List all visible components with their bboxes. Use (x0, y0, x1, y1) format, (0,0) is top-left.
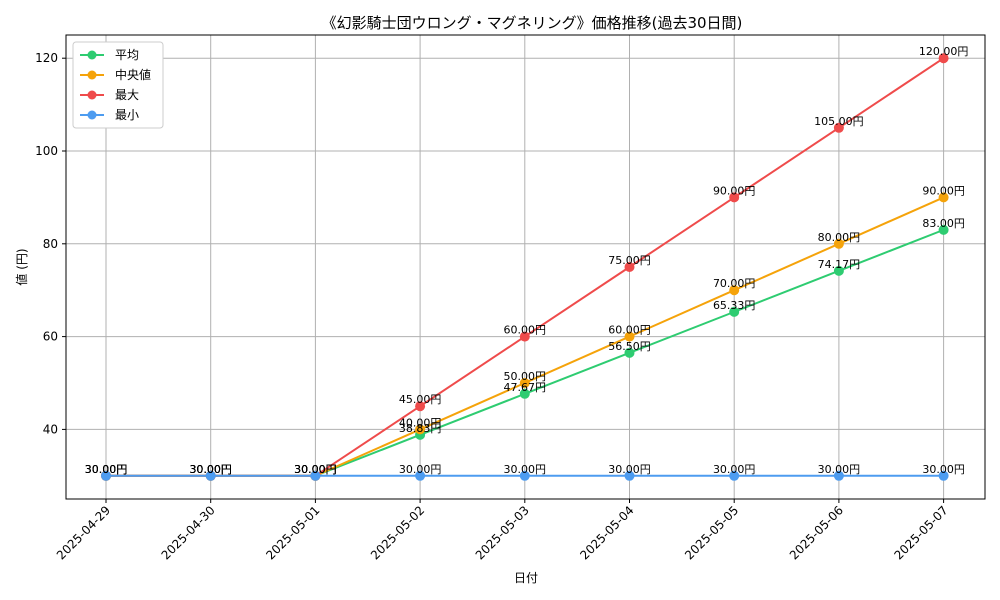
data-point (519, 331, 530, 342)
data-point (624, 331, 635, 342)
data-point (833, 265, 844, 276)
data-label: 30.00円 (85, 463, 128, 476)
data-point (624, 262, 635, 272)
data-label: 56.50円 (608, 340, 651, 353)
data-label: 30.00円 (922, 463, 965, 476)
data-point (415, 401, 426, 412)
legend-label: 中央値 (115, 67, 151, 82)
data-point (310, 470, 321, 481)
y-axis-label: 値 (円) (14, 248, 29, 285)
x-tick-label: 2025-04-29 (54, 503, 113, 562)
data-label: 70.00円 (713, 277, 756, 290)
data-point (729, 285, 740, 296)
y-tick-label: 80 (43, 237, 58, 251)
x-tick-label: 2025-05-06 (787, 503, 846, 562)
legend-marker (87, 50, 97, 60)
legend-label: 平均 (115, 48, 139, 62)
x-tick-label: 2025-05-03 (473, 503, 532, 562)
data-point (624, 470, 635, 481)
data-point (938, 192, 949, 203)
legend-marker (87, 110, 97, 120)
data-point (938, 224, 949, 235)
y-tick-label: 60 (43, 330, 58, 344)
data-label: 65.33円 (713, 299, 756, 312)
data-label: 80.00円 (818, 231, 861, 244)
data-point (519, 470, 530, 481)
data-labels: 30.00円 30.00円 30.00円 38.83円 47.67円 56.50円 65.3… (85, 45, 969, 476)
data-point (205, 470, 216, 481)
legend-label: 最小 (115, 108, 139, 122)
x-tick-label: 2025-05-01 (263, 503, 322, 562)
data-label: 60.00円 (504, 324, 547, 337)
data-label: 30.00円 (189, 463, 232, 476)
data-label: 30.00円 (294, 463, 337, 476)
data-point (833, 238, 844, 249)
data-label: 30.00円 (818, 463, 861, 476)
x-axis: 2025-04-29 2025-04-30 2025-05-01 2025-05-02… (54, 499, 951, 562)
x-tick-label: 2025-05-07 (892, 503, 951, 562)
data-point (938, 53, 949, 64)
x-tick-label: 2025-05-04 (577, 503, 636, 562)
data-label: 30.00円 (85, 463, 128, 476)
data-label: 90.00円 (713, 184, 756, 197)
legend-box (72, 41, 164, 129)
data-label: 45.00円 (399, 393, 442, 406)
data-label: 47.67円 (504, 381, 547, 394)
x-tick-label: 2025-05-05 (682, 503, 741, 562)
chart-title: 《幻影騎士団ウロング・マグネリング》価格推移(過去30日間) (322, 14, 743, 32)
data-label: 50.00円 (504, 370, 547, 383)
data-point (624, 347, 635, 358)
data-label: 30.00円 (294, 463, 337, 476)
data-label: 30.00円 (399, 463, 442, 476)
data-label: 30.00円 (189, 463, 232, 476)
data-label: 60.00円 (608, 324, 651, 337)
legend-marker (87, 70, 97, 80)
data-label: 105.00円 (814, 115, 864, 128)
data-label: 30.00円 (189, 463, 232, 476)
data-label: 30.00円 (189, 463, 232, 476)
legend-label: 最大 (115, 88, 139, 102)
data-label: 30.00円 (608, 463, 651, 476)
data-label: 30.00円 (85, 463, 128, 476)
y-tick-label: 100 (35, 144, 58, 158)
data-label: 30.00円 (294, 463, 337, 476)
data-label: 83.00円 (922, 217, 965, 230)
data-label: 90.00円 (922, 184, 965, 197)
data-point (519, 388, 530, 399)
x-tick-label: 2025-04-30 (159, 503, 218, 562)
x-axis-label: 日付 (514, 571, 538, 585)
plot-frame (65, 34, 986, 500)
series-layer (101, 53, 949, 481)
y-tick-label: 40 (43, 422, 58, 436)
data-label: 30.00円 (85, 463, 128, 476)
data-label: 30.00円 (294, 463, 337, 476)
y-tick-label: 120 (35, 51, 58, 65)
data-label: 74.17円 (818, 258, 861, 271)
data-label: 30.00円 (504, 463, 547, 476)
data-label: 30.00円 (713, 463, 756, 476)
data-point (729, 192, 740, 203)
data-point (415, 470, 426, 481)
y-axis: 40 60 80 100 120 (35, 51, 66, 436)
data-point (938, 470, 949, 481)
data-point (101, 470, 111, 481)
data-point (833, 470, 844, 481)
data-point (415, 424, 426, 435)
data-label: 38.83円 (399, 422, 442, 435)
data-label: 40.00円 (399, 416, 442, 429)
legend-marker (87, 90, 97, 100)
x-tick-label: 2025-05-02 (368, 503, 427, 562)
data-point (519, 378, 530, 388)
data-label: 75.00円 (608, 254, 651, 267)
data-point (729, 470, 740, 481)
data-label: 120.00円 (919, 45, 969, 58)
data-point (833, 122, 844, 133)
data-point (729, 306, 740, 317)
